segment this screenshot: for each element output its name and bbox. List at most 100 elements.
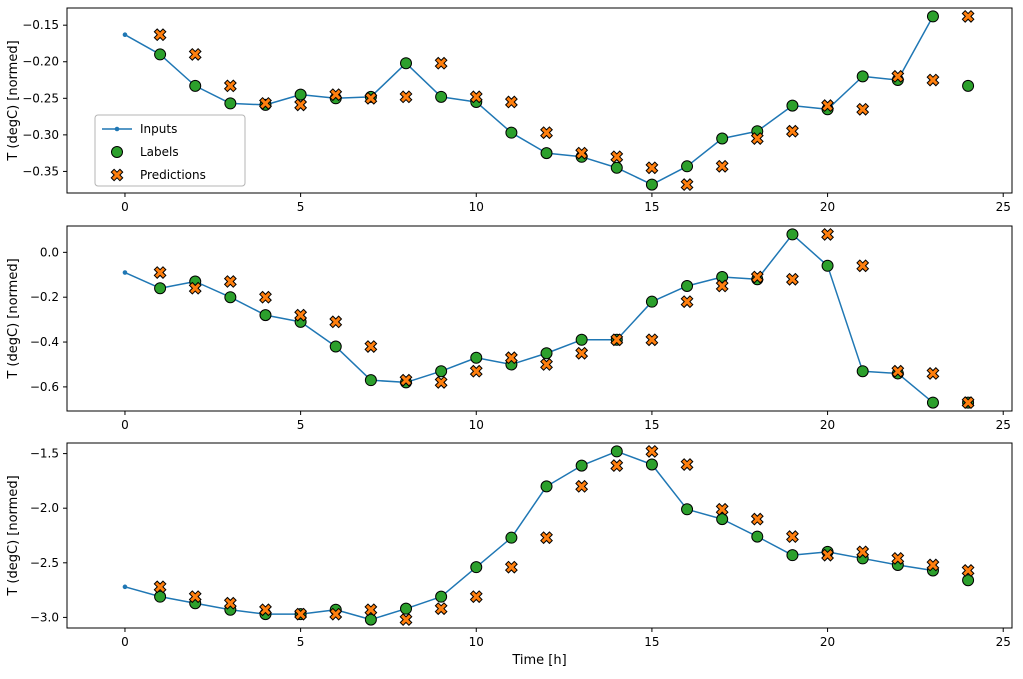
predictions-marker	[540, 126, 553, 140]
y-tick-label: −0.30	[22, 128, 59, 142]
x-tick-label: 0	[121, 418, 129, 432]
labels-marker	[224, 291, 237, 304]
labels-marker	[716, 132, 729, 145]
labels-marker	[645, 458, 658, 471]
predictions-marker	[399, 373, 413, 387]
x-tick-label: 25	[996, 635, 1011, 649]
y-tick-label: −0.20	[22, 55, 59, 69]
predictions-marker	[469, 90, 483, 104]
labels-marker	[786, 99, 799, 112]
y-tick-label: −0.2	[30, 290, 59, 304]
predictions-marker	[329, 315, 343, 329]
y-tick-label: 0.0	[40, 245, 59, 259]
y-axis-label: T (degC) [normed]	[6, 475, 21, 596]
predictions-marker	[399, 613, 413, 627]
predictions-marker	[223, 596, 237, 610]
y-tick-label: −3.0	[30, 610, 59, 624]
x-tick-label: 0	[121, 200, 129, 214]
y-tick-label: −0.6	[30, 380, 59, 394]
labels-marker	[435, 590, 448, 603]
labels-marker	[540, 347, 553, 360]
labels-marker	[786, 228, 799, 241]
predictions-marker	[786, 124, 799, 138]
labels-marker	[400, 57, 413, 70]
labels-marker	[435, 365, 448, 378]
predictions-marker	[821, 548, 835, 562]
labels-marker	[540, 147, 553, 160]
labels-marker	[540, 480, 553, 493]
x-tick-label: 5	[297, 635, 305, 649]
x-tick-label: 15	[644, 418, 659, 432]
axes-frame	[66, 225, 1013, 412]
predictions-marker	[786, 272, 799, 286]
labels-marker	[294, 88, 307, 101]
predictions-marker	[223, 275, 237, 288]
inputs-line	[124, 233, 934, 404]
labels-marker	[716, 513, 729, 526]
y-tick-label: −2.5	[30, 556, 59, 570]
legend-labels-marker-sample	[111, 146, 123, 158]
predictions-marker	[153, 580, 167, 594]
labels-marker	[259, 309, 272, 322]
x-tick-label: 10	[469, 418, 484, 432]
predictions-marker	[645, 161, 659, 175]
inputs-line	[124, 450, 934, 621]
labels-marker	[435, 90, 448, 103]
predictions-marker	[715, 159, 729, 173]
predictions-marker	[610, 459, 624, 473]
labels-marker	[470, 351, 483, 364]
axes-frame	[66, 7, 1013, 194]
predictions-marker	[891, 551, 905, 565]
predictions-marker	[645, 444, 659, 458]
y-axis-label: T (degC) [normed]	[6, 40, 21, 161]
labels-marker	[681, 279, 694, 292]
labels-marker	[821, 259, 834, 272]
x-tick-label: 5	[297, 200, 305, 214]
labels-marker	[751, 530, 764, 543]
predictions-marker	[856, 259, 870, 273]
predictions-marker	[610, 333, 624, 347]
predictions-marker	[926, 367, 940, 380]
predictions-marker	[364, 340, 378, 353]
x-axis-label: Time [h]	[511, 653, 566, 668]
x-tick-label: 25	[996, 200, 1011, 214]
labels-marker	[645, 295, 658, 308]
legend-entry-label: Inputs	[140, 122, 177, 136]
labels-marker	[505, 531, 518, 544]
labels-marker	[154, 590, 167, 603]
inputs-dot	[122, 32, 128, 37]
axes-frame	[66, 442, 1013, 629]
predictions-marker	[469, 590, 483, 604]
predictions-marker	[926, 558, 940, 572]
x-tick-label: 5	[297, 418, 305, 432]
predictions-marker	[364, 603, 378, 617]
legend-entry-label: Predictions	[140, 168, 206, 182]
predictions-marker	[540, 358, 553, 371]
labels-marker	[962, 574, 975, 587]
labels-marker	[610, 161, 623, 174]
predictions-marker	[188, 281, 202, 295]
x-tick-label: 20	[820, 635, 835, 649]
labels-marker	[610, 445, 623, 458]
predictions-marker	[961, 9, 975, 23]
labels-marker	[400, 602, 413, 615]
predictions-marker	[434, 56, 448, 70]
labels-marker	[470, 561, 483, 574]
x-tick-label: 20	[820, 200, 835, 214]
predictions-marker	[188, 590, 202, 604]
labels-marker	[575, 459, 588, 472]
labels-marker	[364, 374, 377, 387]
x-tick-label: 15	[644, 635, 659, 649]
predictions-marker	[715, 502, 729, 516]
predictions-marker	[786, 530, 799, 544]
x-tick-label: 20	[820, 418, 835, 432]
subplot-3: 0 5 10 15 20 25 −1.5 −2.0 −2.5 −3.0 T (degC) [norm…	[6, 442, 1013, 668]
legend-box	[94, 114, 246, 187]
labels-marker	[856, 365, 869, 378]
labels-marker	[926, 396, 939, 409]
labels-marker	[505, 126, 518, 139]
labels-marker	[329, 340, 342, 353]
predictions-marker	[259, 290, 272, 304]
labels-marker	[575, 333, 588, 346]
